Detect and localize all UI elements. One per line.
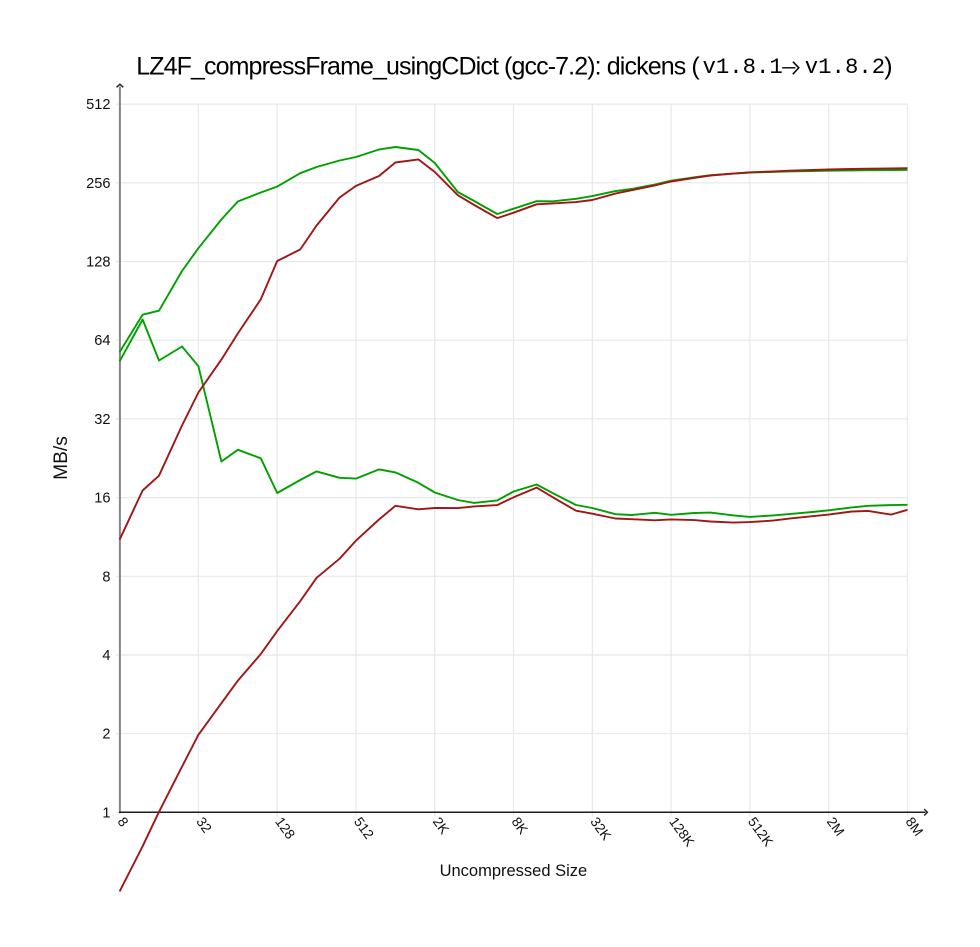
svg-text:1: 1 <box>102 805 110 821</box>
svg-text:8: 8 <box>102 569 110 585</box>
svg-text:MB/s: MB/s <box>51 436 72 480</box>
svg-text:LZ4F_compressFrame_usingCDict: LZ4F_compressFrame_usingCDict (gcc-7.2):… <box>136 53 700 81</box>
svg-text:2: 2 <box>102 727 110 743</box>
svg-text:): ) <box>884 53 892 81</box>
svg-text:32: 32 <box>193 814 214 835</box>
svg-text:64: 64 <box>94 333 110 349</box>
svg-text:v1.8.2: v1.8.2 <box>805 54 885 80</box>
svg-text:v1.8.1: v1.8.1 <box>703 54 783 80</box>
svg-text:512: 512 <box>86 97 110 113</box>
svg-text:Uncompressed Size: Uncompressed Size <box>440 862 588 880</box>
svg-text:256: 256 <box>86 176 110 192</box>
svg-text:4: 4 <box>102 648 110 664</box>
svg-text:32: 32 <box>94 412 110 428</box>
svg-text:16: 16 <box>94 491 110 507</box>
svg-text:128: 128 <box>86 255 110 271</box>
